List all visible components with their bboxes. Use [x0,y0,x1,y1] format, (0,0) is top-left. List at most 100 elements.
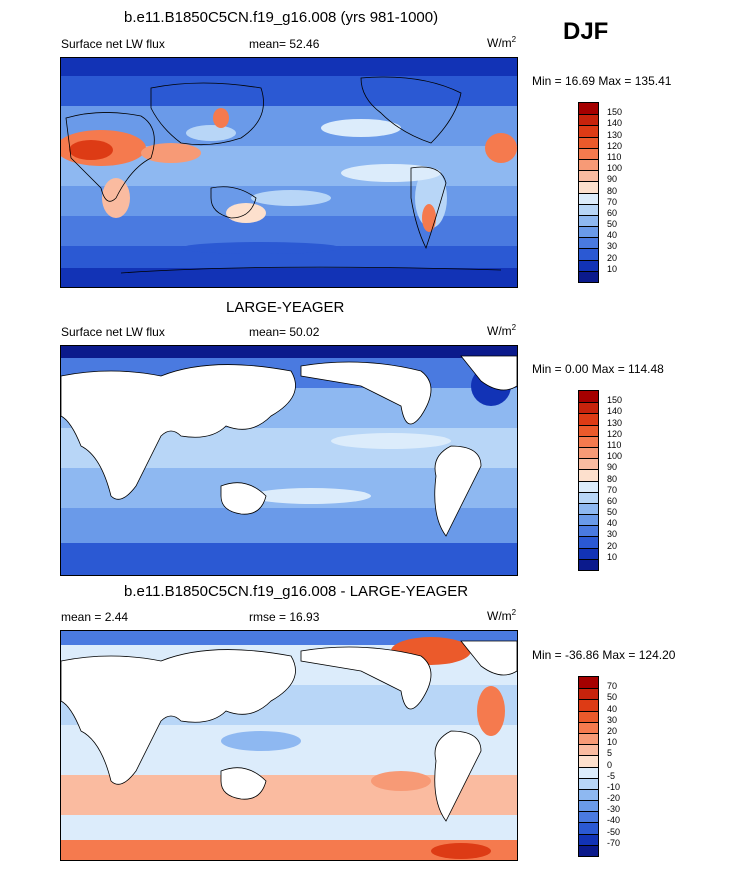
panel3-units: W/m2 [487,608,517,623]
panel1-title: b.e11.B1850C5CN.f19_g16.008 (yrs 981-100… [124,9,439,26]
colorbar-swatch [579,514,598,526]
colorbar-swatch [579,502,598,515]
colorbar-label: 120 [607,428,623,439]
colorbar-label: 20 [607,540,618,551]
colorbar-label: 40 [607,703,618,714]
colorbar-label: 50 [607,692,618,703]
colorbar-swatch [579,491,598,503]
colorbar-swatch [579,214,598,227]
colorbar-swatch [579,811,598,823]
colorbar-label: 30 [607,529,618,540]
colorbar-label: 110 [607,151,622,162]
colorbar-swatch [579,525,598,537]
panel1-minmax: Min = 16.69 Max = 135.41 [532,74,672,88]
colorbar-label: 30 [607,714,618,725]
colorbar-swatch [579,777,598,789]
colorbar-swatch [579,237,598,249]
colorbar-label: 30 [607,241,618,252]
colorbar-label: -50 [607,826,621,837]
colorbar-label: 70 [607,196,618,207]
panel1-variable: Surface net LW flux [61,37,165,51]
colorbar-swatch [579,170,598,182]
colorbar-swatch [579,402,598,414]
colorbar-swatch [579,181,598,193]
panel1-units: W/m2 [487,35,517,50]
panel2-title: LARGE-YEAGER [226,299,345,316]
colorbar-swatch [579,125,598,137]
panel3-field [61,631,517,860]
colorbar-label: 40 [607,230,618,241]
colorbar-swatch [579,248,598,260]
colorbar-swatch [579,822,598,834]
colorbar-swatch [579,788,598,801]
colorbar-label: 100 [607,451,623,462]
colorbar-swatch [579,480,598,492]
panel2-units: W/m2 [487,323,517,338]
panel3-colorbar-labels: 70 50 40 30 20 10 5 0 -5 -10 -20 -30 -40 -50 -70 [607,676,647,856]
colorbar-label: 20 [607,252,618,263]
panel3-minmax: Min = -36.86 Max = 124.20 [532,648,676,662]
panel1-colorbar-labels: 150 140 130 120 110 100 90 80 70 60 50 40 30 20 10 [607,102,647,282]
colorbar-label: -20 [607,793,621,804]
colorbar-swatch [579,469,598,481]
colorbar-swatch [579,435,598,447]
colorbar-label: 80 [607,473,618,484]
panel1-colorbar [578,102,599,283]
panel2-mean: mean= 50.02 [249,325,320,339]
panel2-colorbar [578,390,599,571]
colorbar-label: 60 [607,495,618,506]
panel1-field [61,58,517,287]
colorbar-swatch [579,446,598,459]
colorbar-label: 140 [607,406,623,417]
panel3-map [60,630,518,861]
colorbar-swatch [579,732,598,745]
panel2-field [61,346,517,575]
colorbar-label: 5 [607,748,613,759]
panel2-map [60,345,518,576]
colorbar-label: 90 [607,174,618,185]
colorbar-label: 80 [607,185,618,196]
colorbar-swatch [579,147,598,159]
colorbar-label: 0 [607,759,613,770]
colorbar-label: -40 [607,815,621,826]
colorbar-label: 60 [607,207,618,218]
panel3-colorbar [578,676,599,857]
colorbar-swatch [579,833,598,845]
colorbar-swatch [579,458,598,470]
colorbar-swatch [579,744,598,756]
colorbar-label: 100 [607,163,623,174]
colorbar-label: 120 [607,140,623,151]
colorbar-swatch [579,677,598,689]
colorbar-label: -10 [607,781,621,792]
panel2-variable: Surface net LW flux [61,325,165,339]
colorbar-swatch [579,158,598,171]
colorbar-swatch [579,721,598,733]
colorbar-swatch [579,136,598,148]
panel3-mean: mean = 2.44 [61,610,129,624]
colorbar-swatch [579,536,598,548]
colorbar-label: 110 [607,439,622,450]
colorbar-label: -5 [607,770,616,781]
panel3-rmse: rmse = 16.93 [249,610,320,624]
colorbar-label: 130 [607,417,623,428]
colorbar-swatch [579,800,598,812]
colorbar-swatch [579,226,598,238]
colorbar-swatch [579,413,598,425]
colorbar-swatch [579,558,598,570]
colorbar-label: 50 [607,507,618,518]
colorbar-label: 10 [607,737,618,748]
colorbar-label: 130 [607,129,623,140]
colorbar-swatch [579,203,598,215]
colorbar-swatch [579,710,598,722]
colorbar-swatch [579,192,598,204]
colorbar-swatch [579,259,598,271]
colorbar-label: 20 [607,725,618,736]
colorbar-swatch [579,766,598,778]
colorbar-label: 10 [607,551,618,562]
colorbar-label: 70 [607,681,618,692]
colorbar-swatch [579,270,598,282]
colorbar-label: 40 [607,518,618,529]
colorbar-swatch [579,755,598,767]
colorbar-label: -70 [607,837,621,848]
colorbar-swatch [579,844,598,856]
